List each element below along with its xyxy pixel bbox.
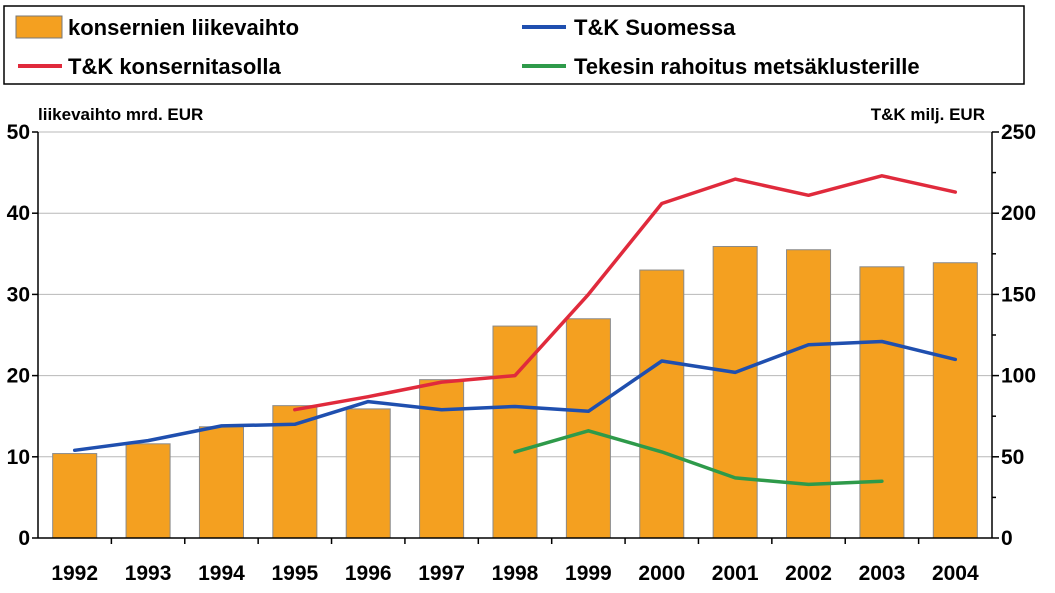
bar-1999 (565, 318, 611, 539)
x-tick-label-1995: 1995 (271, 562, 318, 585)
x-tick-label-2003: 2003 (859, 562, 906, 585)
bar-1996 (345, 408, 391, 539)
y-right-tick-label-50: 50 (1001, 446, 1024, 469)
y-left-tick-label-10: 10 (7, 446, 30, 469)
bars (52, 245, 978, 539)
x-tick-label-2004: 2004 (932, 562, 979, 585)
x-tick-label-2002: 2002 (785, 562, 832, 585)
y-right-tick-label-250: 250 (1001, 121, 1036, 144)
y-left-tick-label-30: 30 (7, 283, 30, 306)
y-right-axis-title: T&K milj. EUR (871, 105, 985, 124)
x-tick-label-2000: 2000 (638, 562, 685, 585)
bar-2001 (712, 245, 758, 539)
legend: konsernien liikevaihto T&K Suomessa T&K … (3, 5, 1025, 85)
bar-2002 (786, 249, 832, 539)
bar-2004 (932, 262, 978, 539)
bar-2000 (639, 269, 685, 539)
x-tick-label-1997: 1997 (418, 562, 465, 585)
bar-1993 (125, 443, 171, 539)
bar-1995 (272, 405, 318, 539)
y-left-axis-title: liikevaihto mrd. EUR (38, 105, 203, 124)
legend-label-konsernien-liikevaihto: konsernien liikevaihto (68, 15, 299, 40)
x-tick-label-1993: 1993 (125, 562, 172, 585)
y-left-tick-label-20: 20 (7, 365, 30, 388)
legend-label-tk-suomessa: T&K Suomessa (574, 15, 736, 40)
series-line-tekesin-rahoitus-mets-klusterille (513, 429, 884, 487)
legend-label-tekesin-rahoitus: Tekesin rahoitus metsäklusterille (574, 54, 920, 79)
x-tick-label-1996: 1996 (345, 562, 392, 585)
bar-1992 (52, 453, 98, 539)
series-line-t-k-suomessa (72, 339, 958, 453)
series-line-t-k-konsernitasolla (293, 174, 958, 412)
y-left-tick-label-0: 0 (18, 527, 30, 550)
legend-swatch-konsernien-liikevaihto (15, 15, 63, 39)
x-tick-label-1998: 1998 (492, 562, 539, 585)
legend-label-tk-konsernitasolla: T&K konsernitasolla (68, 54, 281, 79)
series-lines (72, 174, 958, 487)
tick-labels: 0 10 20 30 40 50 0 50 100 150 200 250 1992 1993 1994 19… (7, 121, 1036, 585)
y-right-tick-label-200: 200 (1001, 202, 1036, 225)
y-left-tick-label-40: 40 (7, 202, 30, 225)
legend-frame (3, 5, 1025, 85)
axes (32, 131, 999, 544)
y-right-tick-label-100: 100 (1001, 365, 1036, 388)
x-tick-label-1992: 1992 (51, 562, 98, 585)
x-tick-label-1994: 1994 (198, 562, 245, 585)
bar-2003 (859, 266, 905, 539)
x-tick-label-1999: 1999 (565, 562, 612, 585)
y-right-tick-label-150: 150 (1001, 283, 1036, 306)
x-tick-label-2001: 2001 (712, 562, 759, 585)
bar-1997 (419, 379, 465, 539)
bar-1994 (198, 426, 244, 539)
y-right-tick-label-0: 0 (1001, 527, 1013, 550)
y-left-tick-label-50: 50 (7, 121, 30, 144)
